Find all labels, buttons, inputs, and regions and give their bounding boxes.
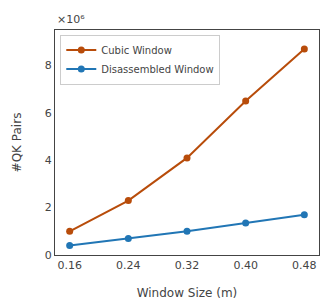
svg-text:Disassembled Window: Disassembled Window [101,64,213,75]
svg-text:0.32: 0.32 [175,259,200,272]
svg-text:0.24: 0.24 [116,259,141,272]
svg-text:0.48: 0.48 [292,259,317,272]
svg-text:8: 8 [45,59,52,72]
svg-text:2: 2 [45,201,52,214]
svg-text:4: 4 [45,154,52,167]
svg-text:#QK Pairs: #QK Pairs [10,113,24,173]
svg-text:Cubic Window: Cubic Window [101,45,172,56]
svg-text:Window Size (m): Window Size (m) [137,286,238,300]
svg-text:×10⁶: ×10⁶ [57,13,85,26]
svg-text:6: 6 [45,107,52,120]
svg-text:0.16: 0.16 [57,259,82,272]
svg-text:0: 0 [45,249,52,262]
svg-text:0.40: 0.40 [233,259,257,272]
